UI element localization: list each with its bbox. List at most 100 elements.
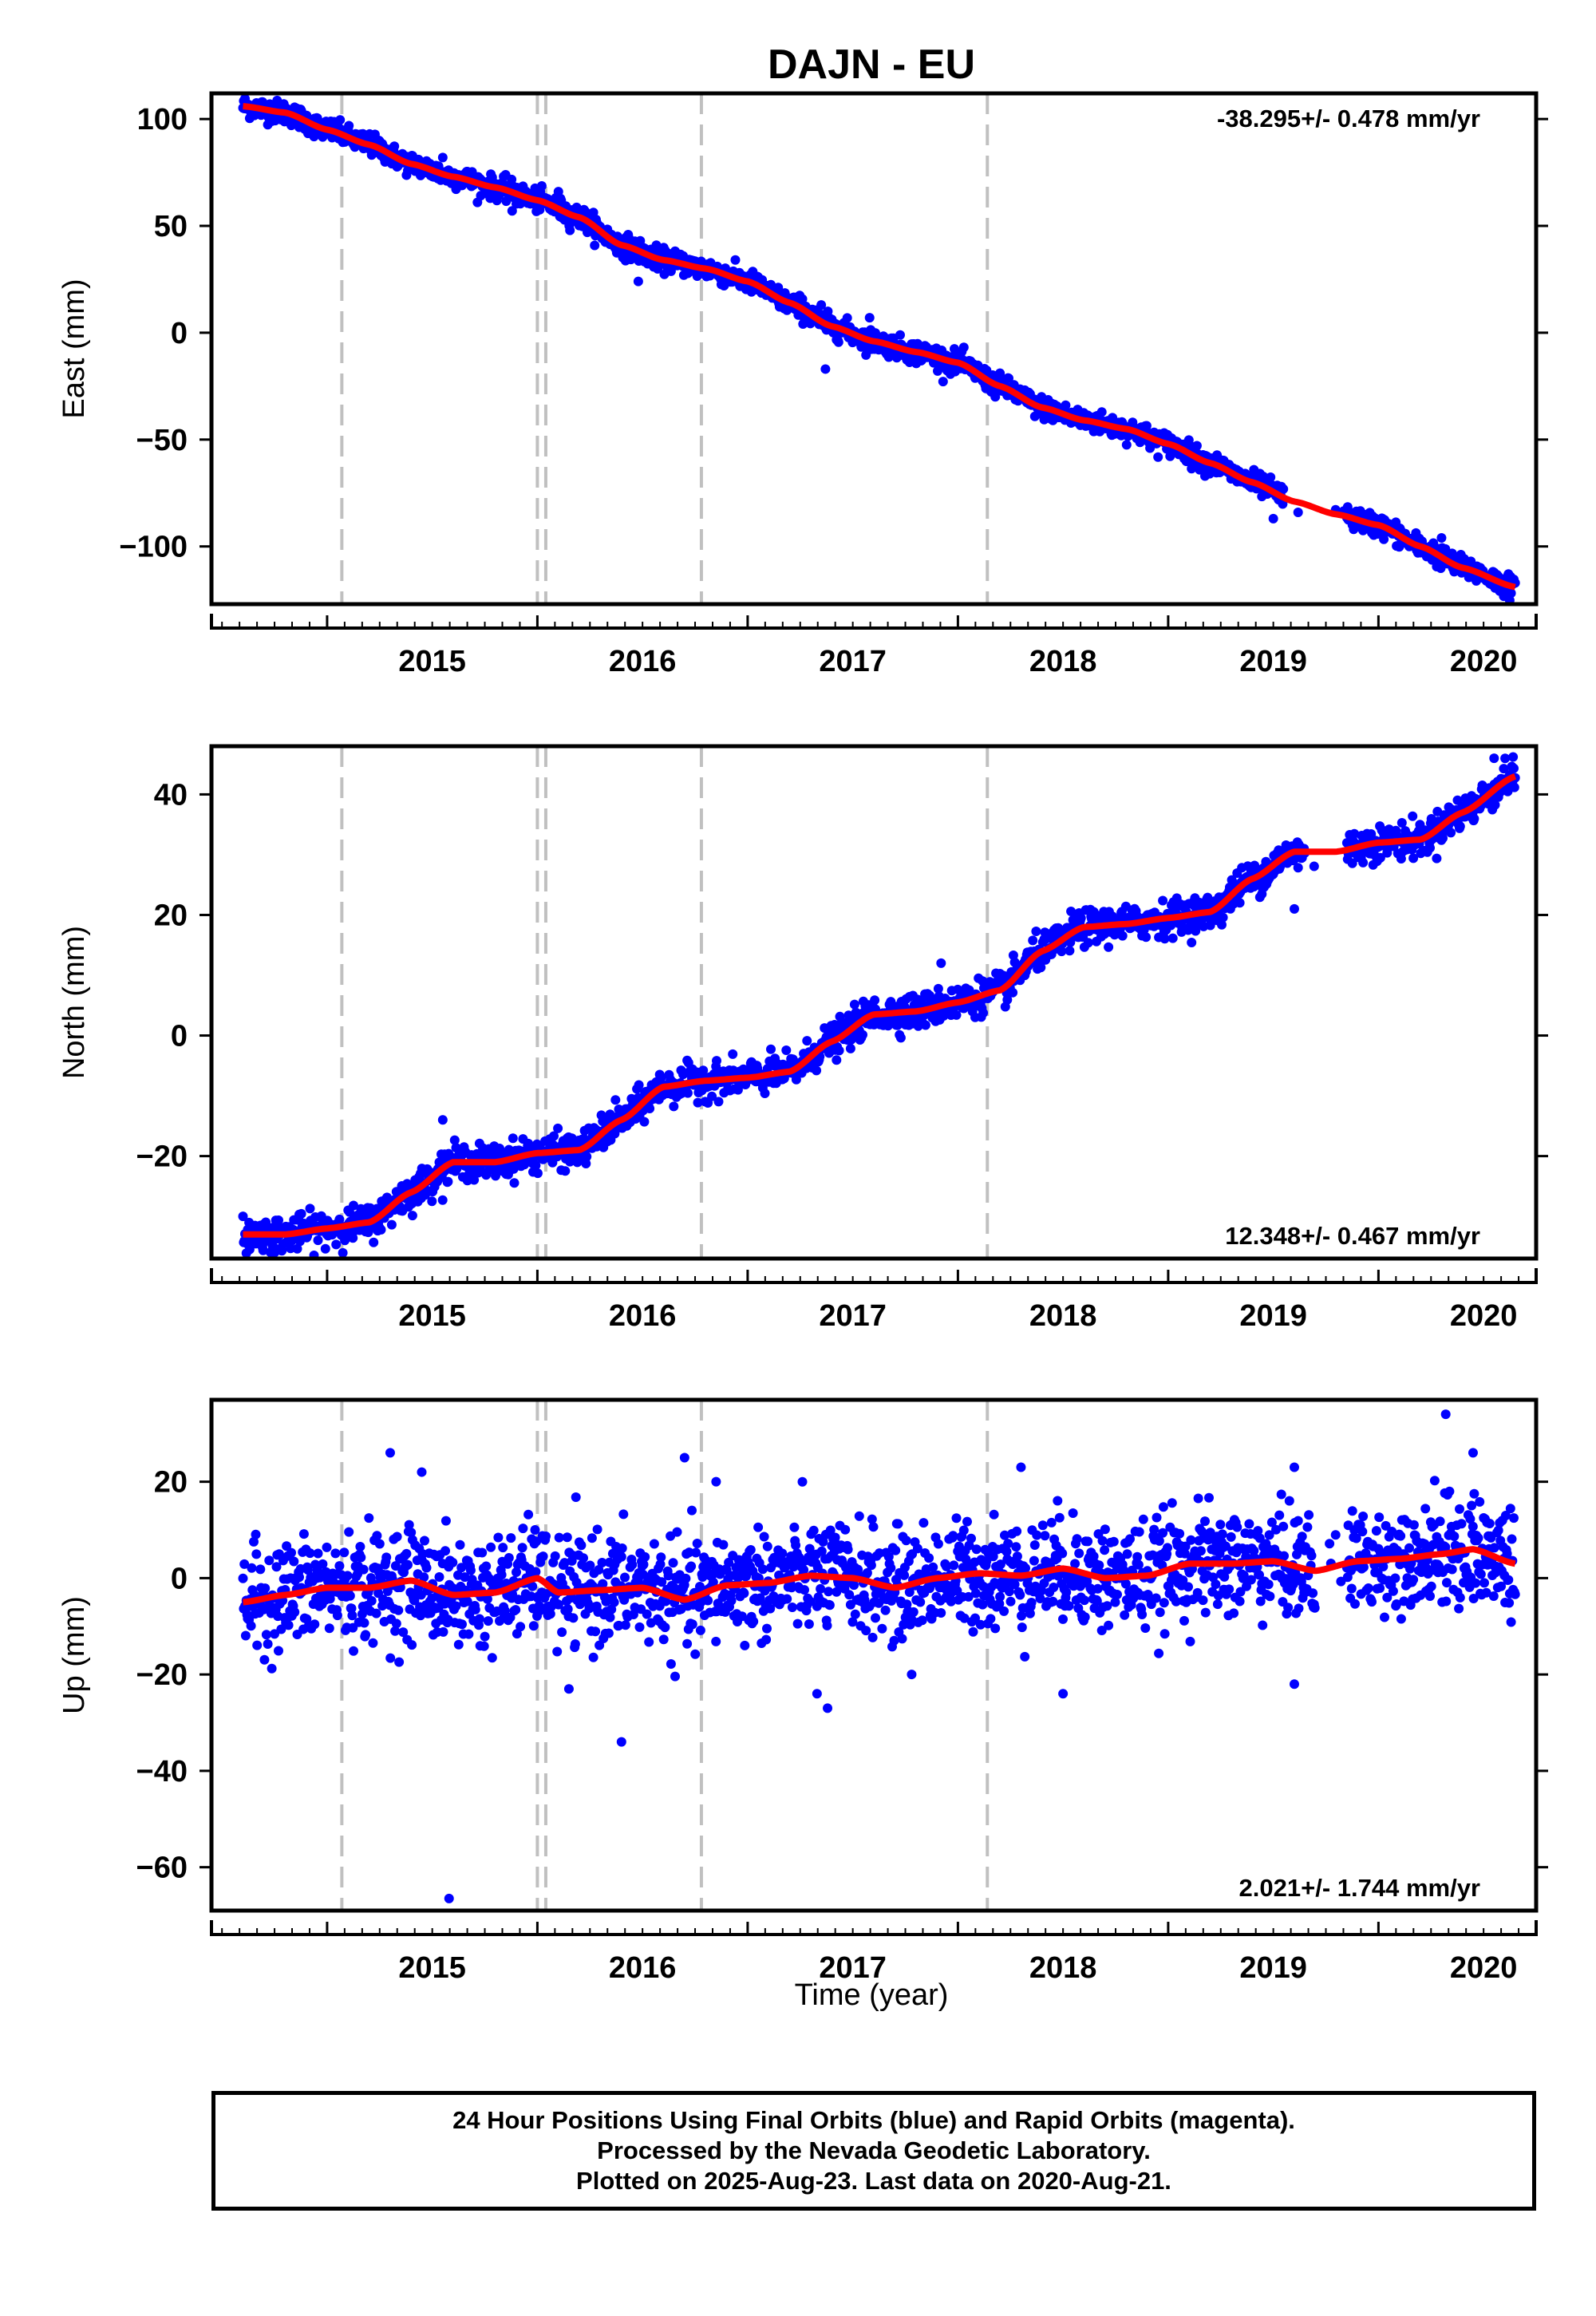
data-point <box>364 1513 374 1524</box>
data-point <box>416 1611 425 1621</box>
data-point <box>562 1532 572 1543</box>
data-point <box>571 1492 581 1502</box>
data-point <box>359 1618 369 1628</box>
data-point <box>464 1629 474 1639</box>
outlier-point <box>507 206 517 216</box>
data-point <box>535 1606 545 1616</box>
data-point <box>560 1166 571 1176</box>
data-point <box>258 1245 268 1255</box>
data-point <box>1141 932 1152 943</box>
figure-title: DAJN - EU <box>768 41 975 88</box>
data-point <box>849 999 859 1010</box>
data-point <box>812 1065 822 1076</box>
data-point <box>394 1657 405 1667</box>
data-point <box>270 1629 279 1639</box>
data-point <box>339 1547 350 1558</box>
data-point <box>642 1609 652 1619</box>
data-point <box>528 1621 539 1631</box>
data-point <box>1293 863 1303 873</box>
data-point <box>832 1587 842 1597</box>
data-point <box>1490 800 1500 810</box>
data-point <box>249 1536 259 1547</box>
data-point <box>693 1097 703 1108</box>
data-point <box>440 1516 451 1526</box>
data-point <box>369 1237 379 1247</box>
data-point <box>419 1572 429 1583</box>
data-point <box>427 1196 437 1207</box>
data-point <box>482 1594 492 1604</box>
data-point <box>824 1600 835 1611</box>
data-point <box>1066 907 1077 916</box>
x-tick-label: 2019 <box>1239 645 1307 678</box>
data-point <box>818 1536 828 1547</box>
data-point <box>1104 942 1114 952</box>
data-point <box>545 1609 555 1619</box>
data-point <box>449 1135 460 1145</box>
data-point <box>681 1573 691 1583</box>
data-point <box>1158 895 1168 906</box>
data-point <box>264 1555 275 1566</box>
data-point <box>244 1244 255 1255</box>
data-point <box>868 1522 879 1532</box>
data-point <box>1008 987 1018 998</box>
data-point <box>797 294 808 304</box>
data-point <box>917 1615 927 1626</box>
data-point <box>808 1525 819 1535</box>
data-point <box>1358 857 1369 868</box>
data-point <box>682 1638 693 1649</box>
y-tick-label: 40 <box>154 778 188 812</box>
data-point <box>628 1610 638 1619</box>
data-point <box>407 1640 417 1650</box>
data-point <box>358 1564 369 1575</box>
data-point <box>582 1152 592 1162</box>
data-point <box>532 1168 543 1179</box>
data-point <box>609 1597 619 1607</box>
data-point <box>374 1539 385 1549</box>
data-point <box>638 1559 649 1570</box>
data-point <box>858 1030 867 1040</box>
y-tick-label: −50 <box>136 424 188 457</box>
data-point <box>1379 534 1389 544</box>
data-point <box>479 1641 489 1651</box>
data-point <box>952 1586 962 1596</box>
outlier-point <box>553 187 563 197</box>
data-point <box>634 1622 645 1632</box>
east-y-axis-label: East (mm) <box>57 279 91 418</box>
data-point <box>590 240 600 251</box>
outlier-point <box>437 1115 448 1125</box>
data-point <box>1455 821 1465 832</box>
data-point <box>708 1577 718 1587</box>
data-point <box>347 1611 358 1621</box>
data-point <box>263 1639 273 1649</box>
data-point <box>822 1620 832 1630</box>
data-point <box>728 1049 738 1059</box>
data-point <box>899 1619 909 1630</box>
data-point <box>968 1626 978 1637</box>
north-frame <box>209 744 1539 1261</box>
data-point <box>1096 407 1107 417</box>
data-point <box>289 1556 299 1567</box>
east-trend-line <box>242 103 1516 591</box>
north-data-points <box>238 752 1520 1259</box>
data-point <box>553 1599 563 1610</box>
data-point <box>346 1603 357 1614</box>
data-point <box>240 1630 251 1641</box>
data-point <box>1266 472 1276 482</box>
data-point <box>657 1577 667 1587</box>
data-point <box>670 1671 680 1682</box>
data-point <box>958 342 969 353</box>
data-point <box>886 1563 896 1573</box>
x-tick-label: 2015 <box>398 645 466 678</box>
data-point <box>966 1533 976 1543</box>
data-point <box>1278 484 1289 494</box>
north-plot-area <box>238 746 1520 1259</box>
data-point <box>322 1542 332 1552</box>
data-point <box>1004 373 1013 383</box>
data-point <box>536 181 547 191</box>
data-point <box>498 1543 508 1553</box>
data-point <box>802 1036 812 1046</box>
north-y-axis-label: North (mm) <box>57 926 91 1079</box>
data-point <box>1141 421 1152 431</box>
data-point <box>557 1627 567 1638</box>
